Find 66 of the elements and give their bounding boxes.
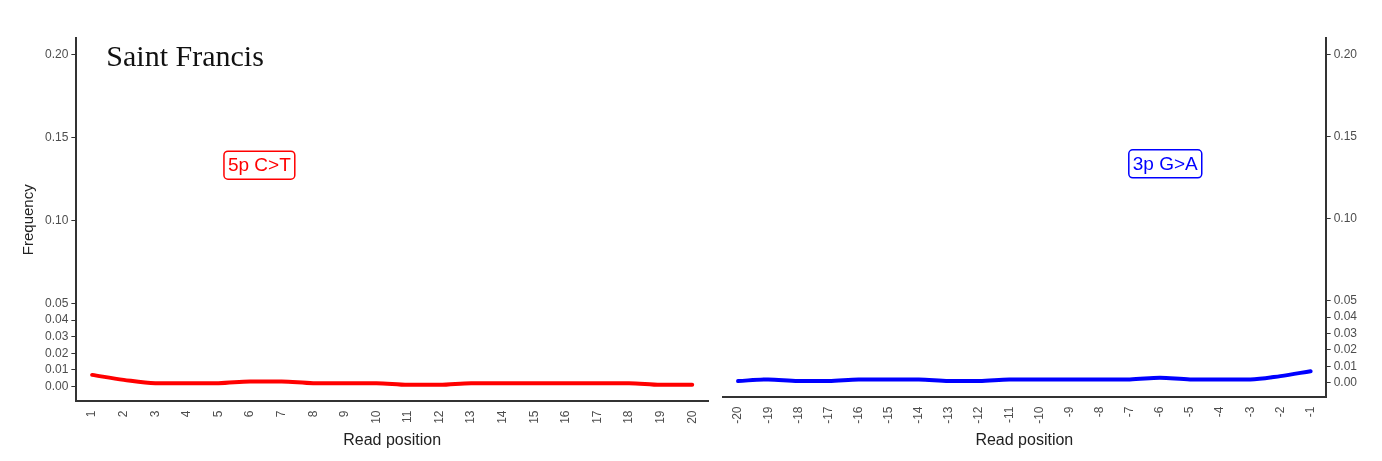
y2-tick-label: 0.05	[1333, 292, 1358, 307]
x-tick-label: 9	[337, 410, 352, 418]
x-tick-label: -11	[1001, 406, 1016, 423]
x-tick-label: 3	[147, 410, 162, 418]
y-tick-label: 0.20	[45, 46, 69, 61]
y2-tick-label: 0.15	[1333, 128, 1358, 143]
x-tick-label: 11	[400, 410, 415, 423]
x-tick-label: 10	[368, 410, 383, 424]
x-tick-label: -18	[790, 406, 805, 424]
x-tick-label: 2	[116, 410, 131, 418]
x-tick-label: -5	[1182, 406, 1197, 418]
y2-tick-label: 0.01	[1333, 358, 1358, 373]
x-tick-label: -14	[911, 406, 926, 424]
y-axis-title: Frequency	[19, 183, 37, 256]
x-tick-label: 4	[179, 410, 194, 418]
x-tick-label: -12	[971, 406, 986, 424]
x-tick-label: -9	[1061, 406, 1076, 418]
x-tick-label: 1	[84, 410, 99, 418]
x-tick-label: 6	[242, 410, 257, 418]
x-tick-label: 13	[463, 410, 478, 424]
x-tick-label: 7	[273, 410, 288, 418]
x-tick-label: -4	[1212, 406, 1227, 418]
x-tick-label: -2	[1272, 406, 1287, 418]
x-tick-label: -20	[730, 406, 745, 424]
x-tick-label: -13	[941, 406, 956, 424]
x-tick-label: 19	[652, 410, 667, 424]
x-tick-label: -6	[1152, 406, 1167, 418]
chart-title: Saint Francis	[106, 38, 264, 72]
x-tick-label: -10	[1031, 406, 1046, 424]
y-tick-label: 0.01	[45, 362, 69, 377]
x-tick-label: 16	[558, 410, 573, 424]
y-tick-label: 0.05	[45, 295, 69, 310]
x-tick-label: -7	[1122, 406, 1137, 418]
y-tick-label: 0.10	[45, 212, 69, 227]
y2-tick-label: 0.03	[1333, 325, 1358, 340]
x-tick-label: 12	[431, 410, 446, 424]
y2-tick-label: 0.10	[1333, 210, 1358, 225]
x-tick-label: -17	[820, 406, 835, 424]
y2-tick-label: 0.20	[1333, 46, 1358, 61]
y-tick-label: 0.03	[45, 329, 69, 344]
x-tick-label: 5	[210, 410, 225, 418]
x-tick-label: 15	[526, 410, 541, 424]
annotation: 5p C>T	[227, 154, 292, 176]
y-tick-label: 0.00	[45, 378, 69, 393]
x-tick-label: -16	[850, 406, 865, 424]
line-series	[736, 369, 1313, 384]
x-tick-label: 17	[589, 410, 604, 424]
x-tick-label: -1	[1302, 406, 1317, 418]
x-axis-title: Read position	[975, 430, 1074, 448]
y-tick-label: 0.04	[45, 312, 69, 327]
x-tick-label: 20	[684, 410, 699, 424]
y2-tick-label: 0.02	[1333, 342, 1358, 357]
y-tick-label: 0.02	[45, 345, 69, 360]
x-axis-title: Read position	[343, 430, 442, 448]
x-tick-label: 14	[495, 410, 510, 424]
x-tick-label: -8	[1091, 406, 1106, 418]
y2-tick-label: 0.04	[1333, 309, 1358, 324]
x-tick-label: 18	[621, 410, 636, 424]
x-tick-label: -19	[760, 406, 775, 424]
y2-tick-label: 0.00	[1333, 375, 1358, 389]
x-tick-label: 8	[305, 410, 320, 418]
x-tick-label: -15	[881, 406, 896, 424]
x-tick-label: -3	[1242, 406, 1257, 418]
y-tick-label: 0.15	[45, 129, 69, 144]
annotation: 3p G>A	[1132, 153, 1199, 175]
line-series	[90, 372, 695, 387]
